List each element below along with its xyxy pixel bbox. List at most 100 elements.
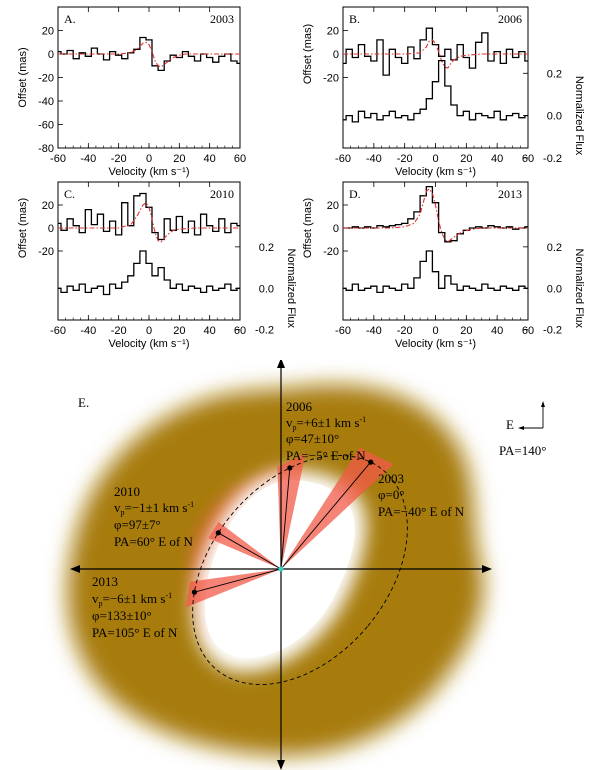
x-axis-label: Velocity (km s⁻¹) — [395, 338, 476, 350]
x-tick-label: -20 — [111, 153, 127, 165]
offset-data-line — [343, 27, 528, 76]
epoch-2010-phi: φ=97±7° — [114, 517, 161, 532]
y-tick-label: -20 — [38, 73, 54, 85]
x-tick-label: -60 — [335, 325, 351, 337]
x-tick-label: 20 — [173, 325, 185, 337]
fan-2013 — [185, 569, 281, 608]
vertical-axis-arrow-bottom — [277, 760, 285, 770]
y-tick-label: 0 — [48, 223, 54, 235]
spectro-astrometry-panels: -60 -40 -20 0 20 40 60200-20-40-60-80Velocity … — [17, 6, 585, 350]
epoch-2003-pa: PA=−40° E of N — [378, 504, 465, 519]
y2-axis-label: Normalized Flux — [573, 249, 585, 329]
epoch-2006-year: 2006 — [286, 399, 313, 414]
x-tick-label: 60 — [522, 153, 534, 165]
x-axis-label: Velocity (km s⁻¹) — [109, 338, 190, 350]
model-fit-line — [58, 41, 240, 68]
y2-tick-label: -0.2 — [543, 153, 562, 165]
center-marker — [278, 566, 284, 572]
y-tick-label: -20 — [323, 246, 339, 258]
epoch-2013-year: 2013 — [92, 574, 118, 589]
x-tick-label: 60 — [234, 153, 246, 165]
y2-tick-label: 0.2 — [259, 242, 274, 254]
epoch-2003-phi: φ=0° — [378, 487, 405, 502]
fan-2003 — [281, 447, 394, 569]
x-tick-label: 40 — [491, 325, 503, 337]
panel-year: 2006 — [498, 12, 522, 26]
compass: E PA=140° — [499, 401, 546, 458]
flux-data-line — [58, 250, 240, 296]
x-tick-label: -40 — [80, 325, 96, 337]
panel-year: 2003 — [210, 12, 234, 26]
annotation-2003: 2003 φ=0° PA=−40° E of N — [378, 471, 465, 519]
model-fit-line — [58, 201, 240, 243]
vertical-axis-arrow-top — [277, 360, 285, 368]
x-tick-label: 40 — [204, 325, 216, 337]
panel-frame — [57, 6, 241, 149]
panel-2010: -60 -40 -20 0 20 40 60 20 0 -20 0.2 0.0 -0.2 Normaliz… — [17, 181, 297, 350]
x-tick-label: -60 — [50, 325, 66, 337]
epoch-2010-pa: PA=60° E of N — [114, 534, 193, 549]
flux-data-line — [343, 59, 528, 123]
y2-tick-label: 0.0 — [547, 111, 562, 123]
x-tick-label: 40 — [491, 153, 503, 165]
epoch-2006-pa: PA=−5° E of N — [286, 448, 366, 463]
x-tick-label: 60 — [234, 325, 246, 337]
ring-point-2003 — [368, 459, 374, 465]
epoch-fans — [185, 447, 394, 608]
y-tick-label: -20 — [323, 73, 339, 85]
y2-tick-label: 0.0 — [259, 283, 274, 295]
panel-2013: -60 -40 -20 0 20 40 60 20 0 -20 0.2 0.0 -0.2 Normaliz… — [302, 181, 585, 350]
x-tick-label: -20 — [111, 325, 127, 337]
radial-2003 — [280, 461, 372, 570]
annotation-2010: 2010 vp=−1±1 km s-1 φ=97±7° PA=60° E of … — [114, 484, 194, 549]
horizontal-axis-arrow-left — [70, 565, 80, 573]
y2-tick-label: -0.2 — [543, 325, 562, 337]
y-tick-label: 20 — [42, 26, 54, 38]
y-tick-label: 20 — [42, 200, 54, 212]
y-axis-label: Offset (mas) — [302, 198, 314, 258]
x-tick-label: 20 — [460, 325, 472, 337]
horizontal-axis-arrow-right — [482, 565, 492, 573]
y-tick-label: -80 — [38, 143, 54, 155]
x-tick-label: -40 — [366, 325, 382, 337]
panel-2006: -60 -40 -20 0 20 40 60 20 0 -20 0.2 0.0 -0.2 Normaliz… — [302, 6, 585, 178]
panel-letter: D. — [349, 187, 361, 201]
y2-tick-label: -0.2 — [255, 325, 274, 337]
y2-tick-label: 0.0 — [547, 283, 562, 295]
radial-2006 — [280, 467, 291, 570]
x-tick-label: 60 — [522, 325, 534, 337]
x-axis-label: Velocity (km s⁻¹) — [109, 166, 190, 178]
offset-data-line — [58, 36, 240, 72]
epoch-2006-phi: φ=47±10° — [286, 431, 339, 446]
annotation-2006: 2006 vp=+6±1 km s-1 φ=47±10° PA=−5° E of… — [286, 399, 366, 463]
y-tick-label: 20 — [327, 26, 339, 38]
x-tick-label: -60 — [335, 153, 351, 165]
epoch-2013-pa: PA=105° E of N — [92, 625, 178, 640]
fan-2006 — [277, 453, 306, 569]
x-tick-label: -60 — [50, 153, 66, 165]
panel-letter: A. — [64, 12, 76, 26]
y2-axis-label: Normalized Flux — [285, 249, 297, 329]
panel-letter: C. — [64, 187, 75, 201]
panel-year: 2010 — [210, 187, 234, 201]
y-tick-label: 0 — [48, 49, 54, 61]
epoch-2013-phi: φ=133±10° — [92, 608, 152, 623]
x-tick-label: -20 — [397, 153, 413, 165]
epoch-2010-year: 2010 — [114, 484, 140, 499]
x-tick-label: -40 — [366, 153, 382, 165]
panel-letter: B. — [349, 12, 360, 26]
panel-e-label: E. — [78, 395, 89, 410]
epoch-2013-vp: vp=−6±1 km s-1 — [92, 591, 172, 608]
x-tick-label: 40 — [204, 153, 216, 165]
fan-2010 — [208, 522, 281, 569]
y-tick-label: -20 — [38, 246, 54, 258]
panel-frame — [342, 6, 529, 149]
y2-axis-label: Normalized Flux — [573, 76, 585, 156]
y-tick-label: -40 — [38, 96, 54, 108]
y-tick-label: 0 — [333, 49, 339, 61]
x-tick-label: 0 — [432, 325, 438, 337]
panel-year: 2013 — [498, 187, 522, 201]
y-axis-label: Offset (mas) — [17, 47, 29, 107]
y-tick-label: 20 — [327, 200, 339, 212]
